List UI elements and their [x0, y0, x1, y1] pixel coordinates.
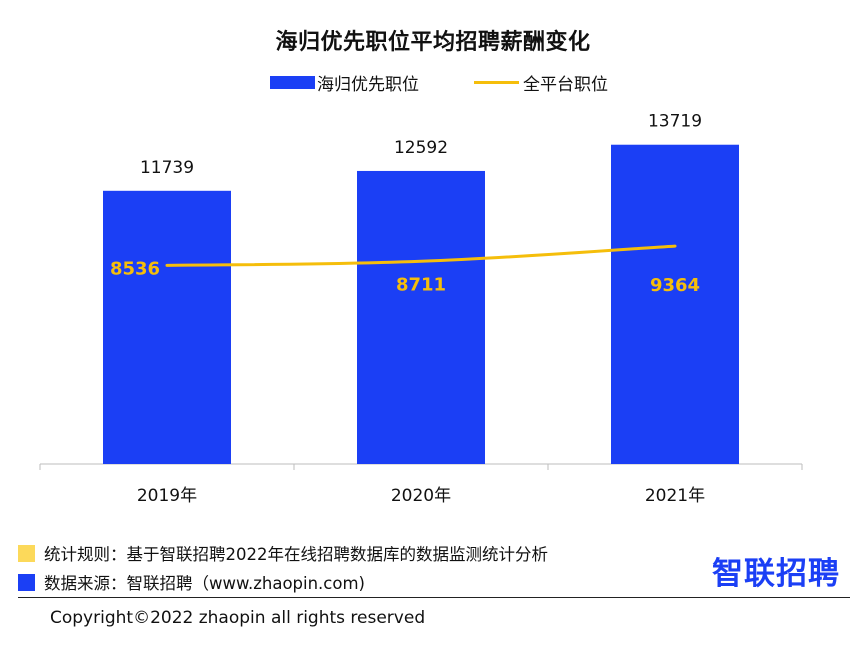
note-source-text: 数据来源：智联招聘（www.zhaopin.com)	[44, 574, 365, 593]
legend-line-swatch	[474, 81, 519, 84]
bar-2	[357, 170, 485, 464]
bar-3	[611, 144, 739, 465]
note-rule-swatch	[18, 544, 35, 562]
chart-legend: 海归优先职位 全平台职位	[0, 70, 866, 95]
footer-divider	[18, 597, 850, 598]
chart-plot: 11739 2019年 12592 2020年 13719 2021年 8536 8711 93…	[39, 112, 803, 506]
legend-item-bar: 海归优先职位	[270, 70, 419, 95]
legend-label-bar: 海归优先职位	[317, 75, 419, 95]
chart-title: 海归优先职位平均招聘薪酬变化	[275, 30, 591, 55]
note-rule: 统计规则：基于智联招聘2022年在线招聘数据库的数据监测统计分析	[18, 541, 548, 565]
copyright-text: Copyright©2022 zhaopin all rights reserv…	[50, 608, 426, 628]
line-value-label: 8711	[396, 274, 446, 295]
x-tick-label: 2021年	[645, 486, 705, 506]
legend-item-line: 全平台职位	[474, 70, 608, 95]
note-source-swatch	[18, 573, 35, 591]
legend-bar-swatch	[270, 76, 315, 89]
series-line-all-platform	[165, 244, 677, 267]
x-tick-label: 2020年	[391, 486, 451, 506]
bar-1	[103, 190, 231, 464]
brand-logo: 智联招聘	[712, 556, 840, 592]
bar-value-label: 11739	[140, 158, 194, 178]
bar-value-label: 13719	[648, 112, 702, 132]
note-source: 数据来源：智联招聘（www.zhaopin.com)	[18, 570, 365, 594]
line-value-label: 8536	[110, 258, 160, 279]
bar-value-label: 12592	[394, 138, 448, 158]
line-value-label: 9364	[650, 275, 700, 296]
note-rule-text: 统计规则：基于智联招聘2022年在线招聘数据库的数据监测统计分析	[44, 545, 548, 564]
x-tick-label: 2019年	[137, 486, 197, 506]
legend-label-line: 全平台职位	[523, 75, 608, 95]
